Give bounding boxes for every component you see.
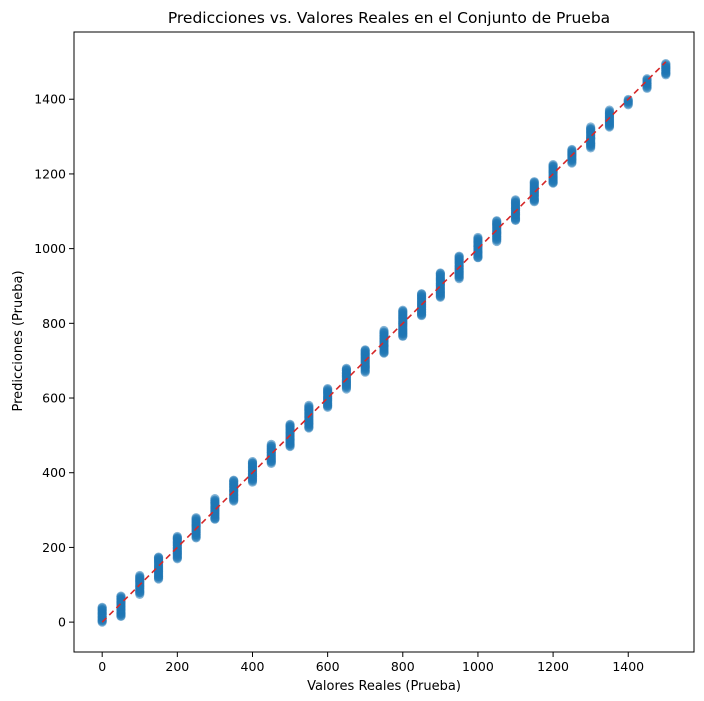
data-point [435,268,445,278]
y-tick-label: 600 [42,391,66,406]
x-tick-label: 400 [241,659,265,674]
x-axis: 0 200 400 600 800 1000 1200 1400 [98,652,644,674]
data-point [604,105,615,115]
data-point [191,513,201,523]
x-tick-label: 1000 [462,659,494,674]
data-point [97,602,107,612]
y-tick-label: 1200 [34,166,66,181]
data-point [416,289,427,299]
data-point [492,216,502,226]
y-tick-label: 0 [58,615,66,630]
data-point [473,232,483,243]
x-tick-label: 200 [165,659,189,674]
y-tick-label: 400 [42,465,66,480]
data-point [153,552,164,562]
data-point [172,531,182,542]
data-point [567,144,577,155]
data-point [135,570,145,581]
data-point [661,59,671,69]
data-point [247,457,258,467]
data-point [586,122,596,132]
x-tick-label: 600 [316,659,340,674]
data-point [548,160,558,170]
x-axis-title: Valores Reales (Prueba) [307,679,461,694]
x-tick-label: 1200 [537,659,569,674]
data-point [229,475,239,485]
data-point [454,251,464,261]
x-tick-label: 800 [391,659,415,674]
data-point [116,591,126,601]
reference-line [101,61,667,623]
data-point [285,419,295,429]
data-point [398,305,408,315]
y-tick-label: 200 [42,540,66,555]
data-point [510,195,521,205]
data-point [266,439,276,450]
data-point [323,384,333,394]
data-point [210,493,220,504]
y-axis: 0 200 400 600 800 1000 1200 1400 [34,92,74,630]
data-point [379,325,389,336]
y-tick-label: 1400 [34,92,66,107]
y-tick-label: 800 [42,316,66,331]
data-point [341,363,352,373]
chart-title: Predicciones vs. Valores Reales en el Co… [168,9,610,27]
x-tick-label: 0 [98,659,106,674]
plot-frame [73,31,695,653]
y-axis-title: Predicciones (Prueba) [11,270,26,411]
data-point [642,74,652,84]
data-point [304,400,314,410]
data-point [360,345,370,355]
data-point [529,177,539,187]
x-tick-label: 1400 [612,659,644,674]
y-tick-label: 1000 [34,241,66,256]
